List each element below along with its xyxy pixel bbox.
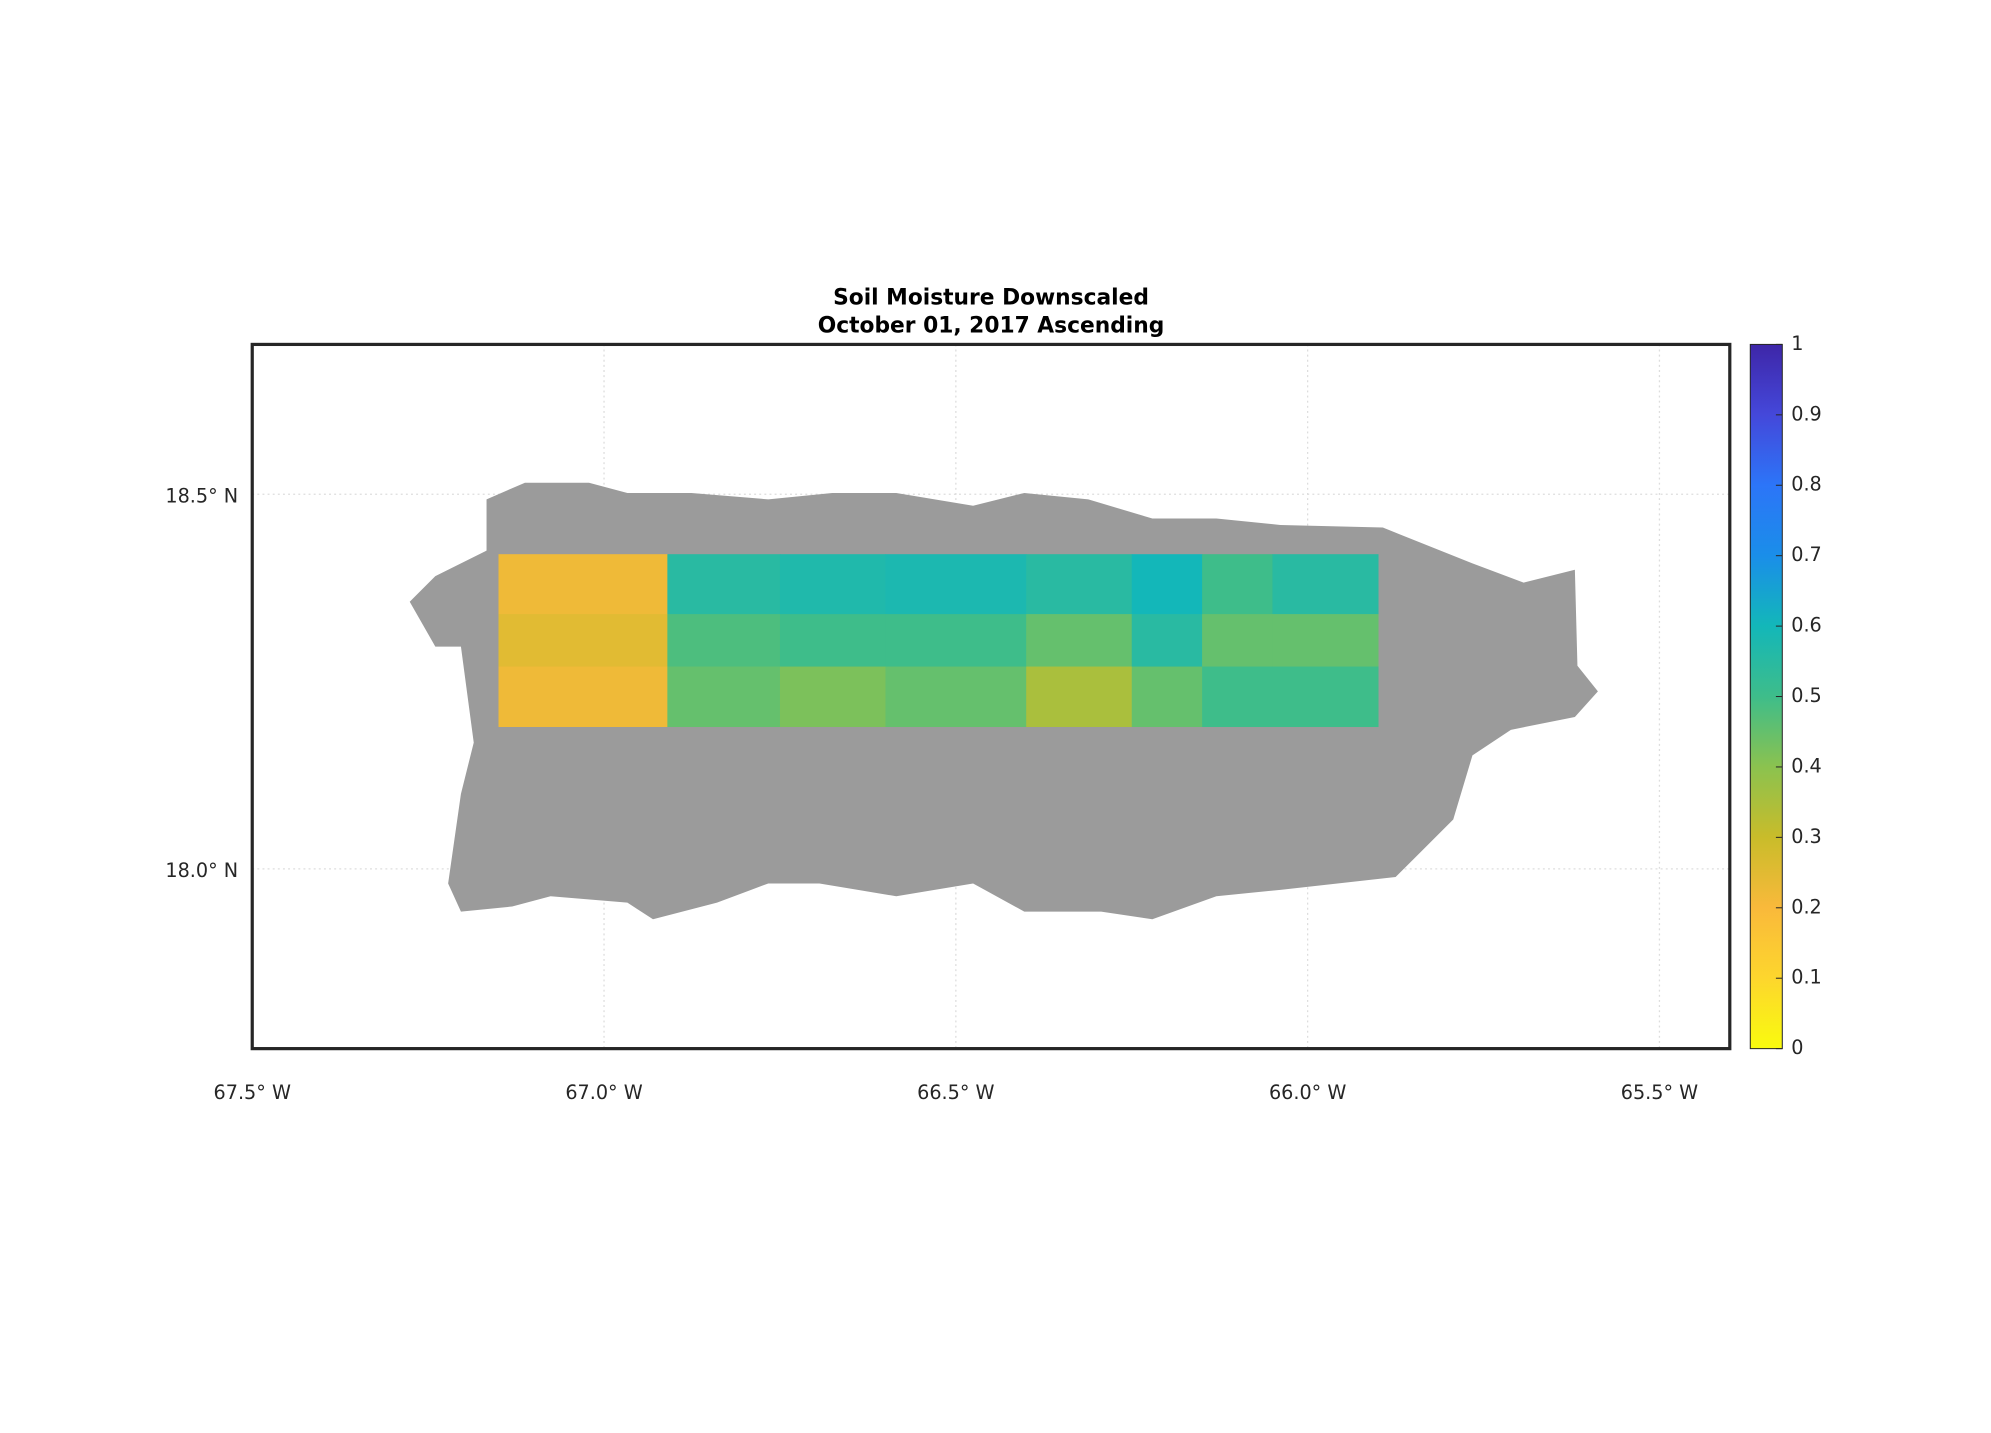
x-tick-label: 67.0° W xyxy=(565,1081,642,1104)
colorbar-tick-label: 0.3 xyxy=(1791,825,1822,848)
heatmap-cell xyxy=(885,554,1027,615)
heatmap-cell xyxy=(1272,614,1379,668)
y-tick-label: 18.5° N xyxy=(165,484,238,507)
heatmap-cell xyxy=(1026,554,1133,615)
heatmap-cell xyxy=(1026,666,1133,728)
heatmap-cell xyxy=(498,554,668,615)
heatmap-cell xyxy=(498,666,668,728)
heatmap-cell xyxy=(779,554,886,615)
heatmap-cell xyxy=(1026,614,1133,668)
x-tick-label: 66.5° W xyxy=(917,1081,994,1104)
heatmap-cell xyxy=(885,666,1027,728)
colorbar-tick-label: 0.5 xyxy=(1791,684,1822,707)
y-tick-label: 18.0° N xyxy=(165,859,238,882)
x-tick-label: 66.0° W xyxy=(1269,1081,1346,1104)
colorbar-tick-label: 0.1 xyxy=(1791,966,1822,989)
colorbar-tick-label: 0.6 xyxy=(1791,614,1822,637)
heatmap-cell xyxy=(779,666,886,728)
chart-title: Soil Moisture Downscaled xyxy=(833,285,1149,310)
colorbar-tick-label: 0.9 xyxy=(1791,402,1822,425)
colorbar-tick-label: 0.2 xyxy=(1791,895,1822,918)
heatmap-cell xyxy=(667,554,781,615)
heatmap-cell xyxy=(1272,666,1379,728)
colorbar-tick-label: 0.8 xyxy=(1791,473,1822,496)
heatmap-cell xyxy=(667,614,781,668)
colorbar-tick-label: 1 xyxy=(1791,332,1803,355)
x-tick-label: 67.5° W xyxy=(214,1081,291,1104)
plot-frame xyxy=(250,342,1732,1051)
heatmap-cell xyxy=(1272,554,1379,615)
colorbar-tick-label: 0.4 xyxy=(1791,754,1822,777)
heatmap-cell xyxy=(1202,666,1273,728)
heatmap-cell xyxy=(1131,666,1203,728)
chart-subtitle: October 01, 2017 Ascending xyxy=(818,313,1165,338)
heatmap-cell xyxy=(1131,614,1203,668)
heatmap-cell xyxy=(885,614,1027,668)
heatmap-cell xyxy=(498,614,668,668)
heatmap-cell xyxy=(1202,614,1273,668)
colorbar-tick-label: 0 xyxy=(1791,1036,1803,1059)
heatmap-cell xyxy=(667,666,781,728)
x-tick-label: 65.5° W xyxy=(1621,1081,1698,1104)
heatmap-cell xyxy=(1131,554,1203,615)
heatmap-cell xyxy=(1202,554,1273,615)
heatmap-cell xyxy=(779,614,886,668)
colorbar-tick-label: 0.7 xyxy=(1791,543,1822,566)
